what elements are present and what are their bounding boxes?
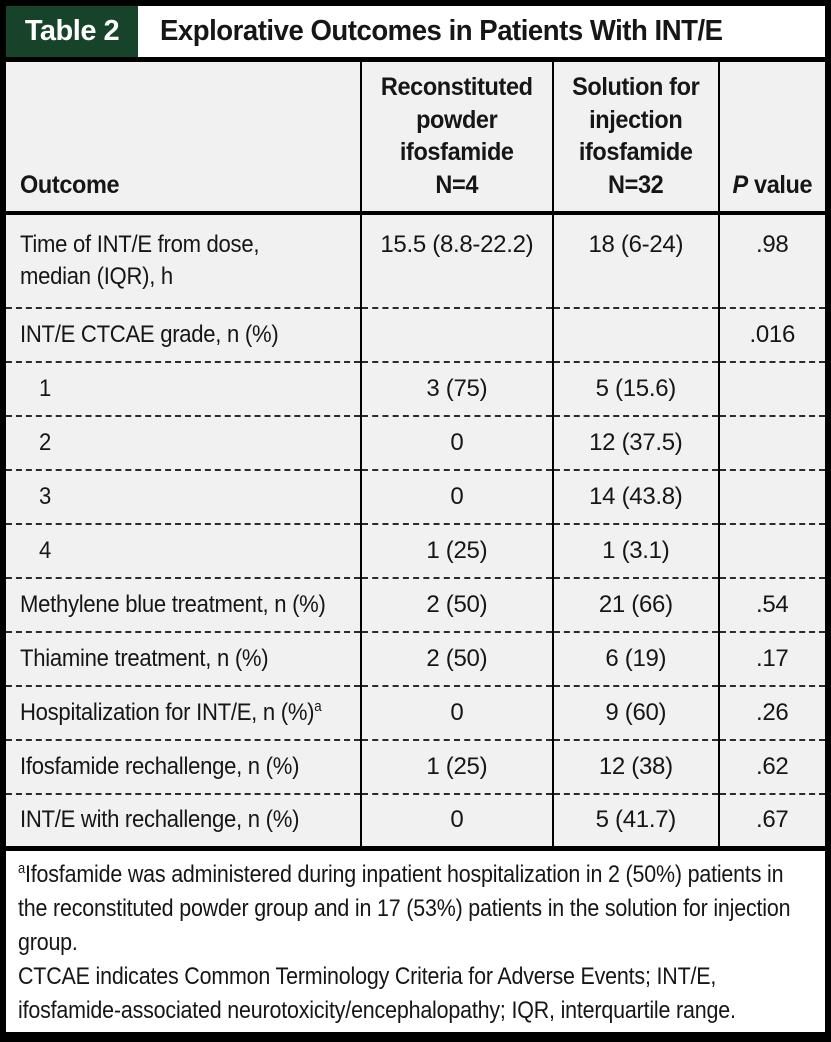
table-body: Time of INT/E from dose, median (IQR), h… xyxy=(6,213,825,848)
cell-powder: 3 (75) xyxy=(359,362,554,416)
table-row: 3 0 14 (43.8) xyxy=(6,470,825,524)
cell-powder: 0 xyxy=(359,686,554,740)
footnote: aIfosfamide was administered during inpa… xyxy=(18,858,815,960)
outcome-cell: 4 xyxy=(6,524,361,578)
row-label: Time of INT/E from dose, median (IQR), h xyxy=(20,230,260,290)
header-solution-injection: Solution for injection ifosfamide N=32 xyxy=(552,62,719,213)
cell-powder: 0 xyxy=(359,470,554,524)
table-row: INT/E CTCAE grade, n (%) .016 xyxy=(6,308,825,362)
row-label: 1 xyxy=(39,374,52,402)
header-reconstituted-powder: Reconstituted powder ifosfamide N=4 xyxy=(359,62,554,213)
header-p-value: P value xyxy=(717,62,825,213)
cell-powder: 0 xyxy=(359,416,554,470)
table-row: Thiamine treatment, n (%) 2 (50) 6 (19) … xyxy=(6,632,825,686)
outcome-cell: 2 xyxy=(6,416,361,470)
row-label: Hospitalization for INT/E, n (%) xyxy=(20,698,315,726)
footnote-marker: a xyxy=(18,860,25,877)
cell-solution xyxy=(552,308,719,362)
outcome-cell: Time of INT/E from dose, median (IQR), h xyxy=(6,213,361,308)
cell-p-value: .62 xyxy=(717,740,825,794)
table-title-bar: Table 2 Explorative Outcomes in Patients… xyxy=(6,6,825,62)
p-value-italic: P xyxy=(732,170,748,199)
cell-powder: 2 (50) xyxy=(359,578,554,632)
cell-p-value xyxy=(717,470,825,524)
outcome-cell: Methylene blue treatment, n (%) xyxy=(6,578,361,632)
table-number: Table 2 xyxy=(24,15,120,47)
cell-p-value: .98 xyxy=(717,213,825,308)
header-outcome: Outcome xyxy=(20,170,120,199)
cell-solution: 5 (15.6) xyxy=(552,362,719,416)
row-label-sup: a xyxy=(314,698,322,715)
header-row: Outcome Reconstituted powder ifosfamide … xyxy=(6,62,825,213)
outcome-cell: INT/E with rechallenge, n (%) xyxy=(6,794,361,848)
table-row: 2 0 12 (37.5) xyxy=(6,416,825,470)
table-footnotes: aIfosfamide was administered during inpa… xyxy=(6,850,825,1032)
cell-p-value: .26 xyxy=(717,686,825,740)
outcome-cell: 1 xyxy=(6,362,361,416)
table-row: Methylene blue treatment, n (%) 2 (50) 2… xyxy=(6,578,825,632)
cell-solution: 12 (37.5) xyxy=(552,416,719,470)
table-row: Time of INT/E from dose, median (IQR), h… xyxy=(6,213,825,308)
table-row: 4 1 (25) 1 (3.1) xyxy=(6,524,825,578)
outcome-cell: Ifosfamide rechallenge, n (%) xyxy=(6,740,361,794)
footnote: CTCAE indicates Common Terminology Crite… xyxy=(18,960,815,1028)
row-label: Methylene blue treatment, n (%) xyxy=(20,590,326,618)
row-label: 3 xyxy=(39,482,52,510)
cell-powder: 1 (25) xyxy=(359,740,554,794)
table-footnotes-inner: aIfosfamide was administered during inpa… xyxy=(18,858,815,1028)
table-title-text: Explorative Outcomes in Patients With IN… xyxy=(160,15,723,47)
cell-p-value: .17 xyxy=(717,632,825,686)
footnote-text: Ifosfamide was administered during inpat… xyxy=(18,860,791,956)
cell-solution: 6 (19) xyxy=(552,632,719,686)
cell-solution: 5 (41.7) xyxy=(552,794,719,848)
row-label: INT/E CTCAE grade, n (%) xyxy=(20,320,279,348)
cell-powder: 2 (50) xyxy=(359,632,554,686)
outcome-cell: Thiamine treatment, n (%) xyxy=(6,632,361,686)
cell-p-value: .54 xyxy=(717,578,825,632)
outcome-cell: INT/E CTCAE grade, n (%) xyxy=(6,308,361,362)
p-value-rest: value xyxy=(747,170,813,199)
table-row: 1 3 (75) 5 (15.6) xyxy=(6,362,825,416)
table-header: Outcome Reconstituted powder ifosfamide … xyxy=(6,62,825,213)
cell-powder: 0 xyxy=(359,794,554,848)
cell-p-value: .67 xyxy=(717,794,825,848)
table-title: Explorative Outcomes in Patients With IN… xyxy=(138,6,752,57)
cell-p-value: .016 xyxy=(717,308,825,362)
table-row: Ifosfamide rechallenge, n (%) 1 (25) 12 … xyxy=(6,740,825,794)
outcome-cell: 3 xyxy=(6,470,361,524)
row-label: Ifosfamide rechallenge, n (%) xyxy=(20,752,300,780)
cell-powder: 1 (25) xyxy=(359,524,554,578)
row-label: 2 xyxy=(39,428,52,456)
outcome-cell: Hospitalization for INT/E, n (%)a xyxy=(6,686,361,740)
cell-solution: 12 (38) xyxy=(552,740,719,794)
cell-solution: 21 (66) xyxy=(552,578,719,632)
row-label: Thiamine treatment, n (%) xyxy=(20,644,269,672)
cell-solution: 9 (60) xyxy=(552,686,719,740)
cell-powder: 15.5 (8.8-22.2) xyxy=(359,213,554,308)
cell-powder xyxy=(359,308,554,362)
outcomes-table: Outcome Reconstituted powder ifosfamide … xyxy=(6,62,825,851)
row-label: 4 xyxy=(39,536,52,564)
cell-solution: 14 (43.8) xyxy=(552,470,719,524)
table-number-tag: Table 2 xyxy=(6,6,138,57)
cell-p-value xyxy=(717,362,825,416)
footnote-text: CTCAE indicates Common Terminology Crite… xyxy=(18,962,736,1024)
cell-p-value xyxy=(717,416,825,470)
table-row: INT/E with rechallenge, n (%) 0 5 (41.7)… xyxy=(6,794,825,848)
row-label: INT/E with rechallenge, n (%) xyxy=(20,806,300,834)
cell-solution: 18 (6-24) xyxy=(552,213,719,308)
cell-solution: 1 (3.1) xyxy=(552,524,719,578)
table-row: Hospitalization for INT/E, n (%)a 0 9 (6… xyxy=(6,686,825,740)
cell-p-value xyxy=(717,524,825,578)
